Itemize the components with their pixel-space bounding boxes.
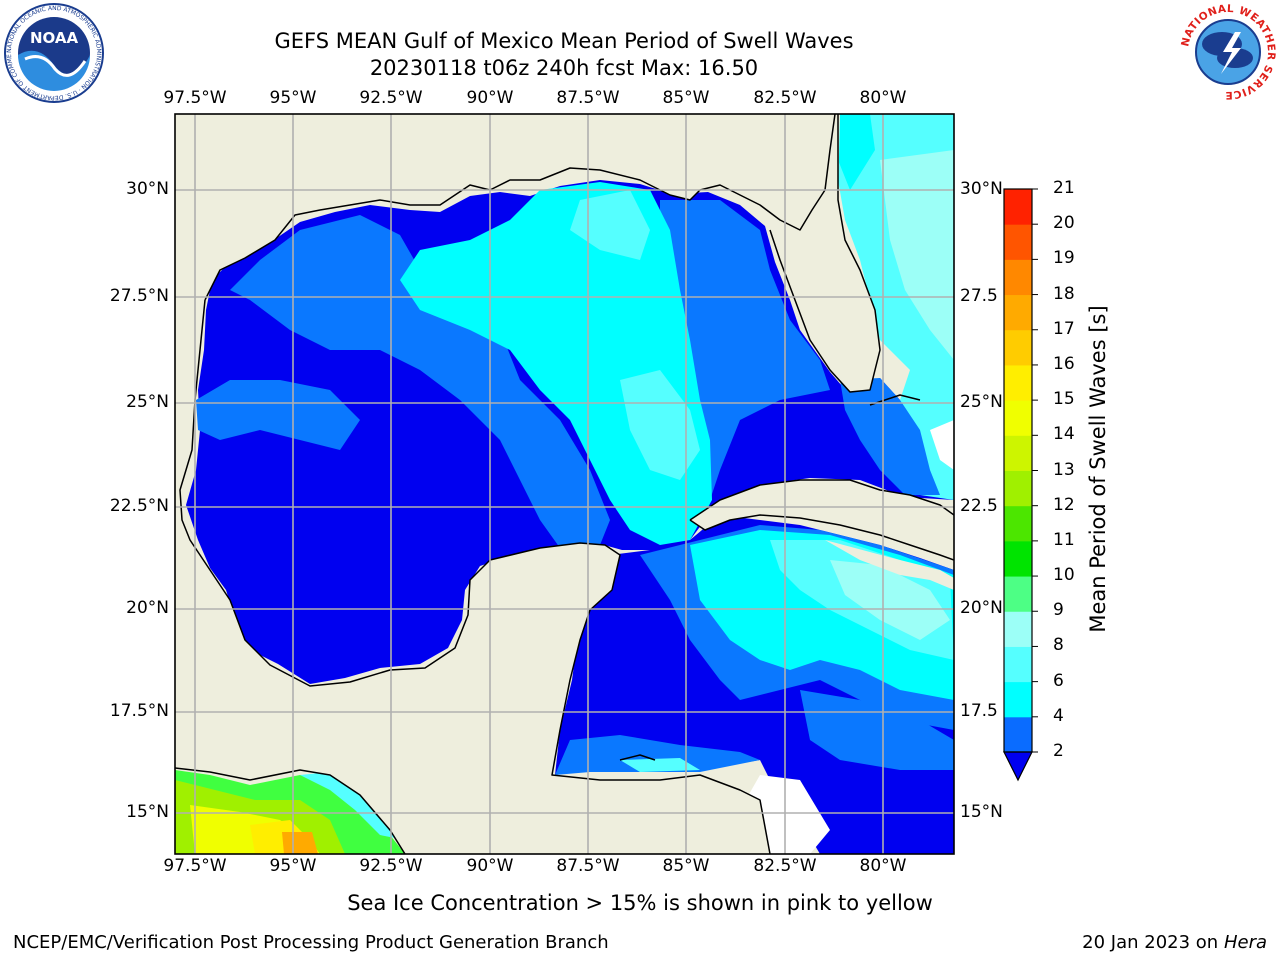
sea-ice-note: Sea Ice Concentration > 15% is shown in … xyxy=(347,891,933,915)
lat-label-right: 25°N xyxy=(960,392,1003,412)
colorbar-tick: 11 xyxy=(1053,529,1075,550)
lat-label-left: 17.5°N xyxy=(109,701,169,721)
lat-label-left: 22.5°N xyxy=(109,496,169,516)
lat-label-right: 15°N xyxy=(960,802,1003,822)
lon-label-bottom: 90°W xyxy=(466,856,514,876)
lon-label-bottom: 97.5°W xyxy=(163,856,227,876)
footer-date-text: 20 Jan 2023 on xyxy=(1082,932,1219,953)
footer-branch: NCEP/EMC/Verification Post Processing Pr… xyxy=(13,932,609,953)
lon-label-bottom: 87.5°W xyxy=(556,856,620,876)
lat-label-left: 25°N xyxy=(126,392,169,412)
title-line-1: GEFS MEAN Gulf of Mexico Mean Period of … xyxy=(274,29,854,53)
lat-label-right: 30°N xyxy=(960,179,1003,199)
colorbar-tick: 19 xyxy=(1053,248,1075,269)
colorbar-tick: 15 xyxy=(1053,389,1075,410)
lon-label-bottom: 80°W xyxy=(859,856,907,876)
lon-label-top: 95°W xyxy=(269,88,317,108)
nws-logo: NATIONAL WEATHER SERVICE xyxy=(1179,3,1276,101)
lat-label-right: 17.5 xyxy=(960,701,998,721)
footer-host: Hera xyxy=(1223,932,1267,953)
colorbar-tick: 12 xyxy=(1053,494,1075,515)
lat-label-left: 30°N xyxy=(126,179,169,199)
lat-label-left: 27.5°N xyxy=(109,286,169,306)
lat-label-right: 27.5 xyxy=(960,286,998,306)
lat-label-left: 15°N xyxy=(126,802,169,822)
lon-label-top: 85°W xyxy=(662,88,710,108)
lon-label-top: 97.5°W xyxy=(163,88,227,108)
noaa-logo: NATIONAL OCEANIC AND ATMOSPHERIC ADMINIS… xyxy=(3,3,104,103)
lon-label-bottom: 82.5°W xyxy=(753,856,817,876)
colorbar-tick: 13 xyxy=(1053,459,1075,480)
colorbar-tick: 10 xyxy=(1053,565,1075,586)
lon-label-bottom: 85°W xyxy=(662,856,710,876)
colorbar-tick: 18 xyxy=(1053,283,1075,304)
lon-label-top: 80°W xyxy=(859,88,907,108)
colorbar-tick: 6 xyxy=(1053,670,1064,691)
lon-label-top: 90°W xyxy=(466,88,514,108)
colorbar-tick: 2 xyxy=(1053,741,1064,761)
colorbar-tick: 17 xyxy=(1053,318,1075,339)
lat-label-right: 22.5 xyxy=(960,496,998,516)
title-line-2: 20230118 t06z 240h fcst Max: 16.50 xyxy=(369,56,759,80)
colorbar-tick: 8 xyxy=(1053,635,1064,656)
lon-label-bottom: 95°W xyxy=(269,856,317,876)
colorbar-tick: 16 xyxy=(1053,353,1075,374)
colorbar-tick: 9 xyxy=(1053,600,1064,621)
lon-label-top: 82.5°W xyxy=(753,88,817,108)
lat-label-left: 20°N xyxy=(126,598,169,618)
svg-text:NOAA: NOAA xyxy=(30,29,79,47)
colorbar-tick: 21 xyxy=(1053,178,1075,198)
lon-label-top: 92.5°W xyxy=(359,88,423,108)
colorbar-tick: 20 xyxy=(1053,213,1075,234)
lon-label-bottom: 92.5°W xyxy=(359,856,423,876)
colorbar-label: Mean Period of Swell Waves [s] xyxy=(1086,305,1110,633)
lon-label-top: 87.5°W xyxy=(556,88,620,108)
colorbar-tick: 4 xyxy=(1053,705,1064,726)
lat-label-right: 20°N xyxy=(960,598,1003,618)
colorbar-tick: 14 xyxy=(1053,424,1075,445)
footer-date: 20 Jan 2023 on Hera xyxy=(1082,932,1267,953)
